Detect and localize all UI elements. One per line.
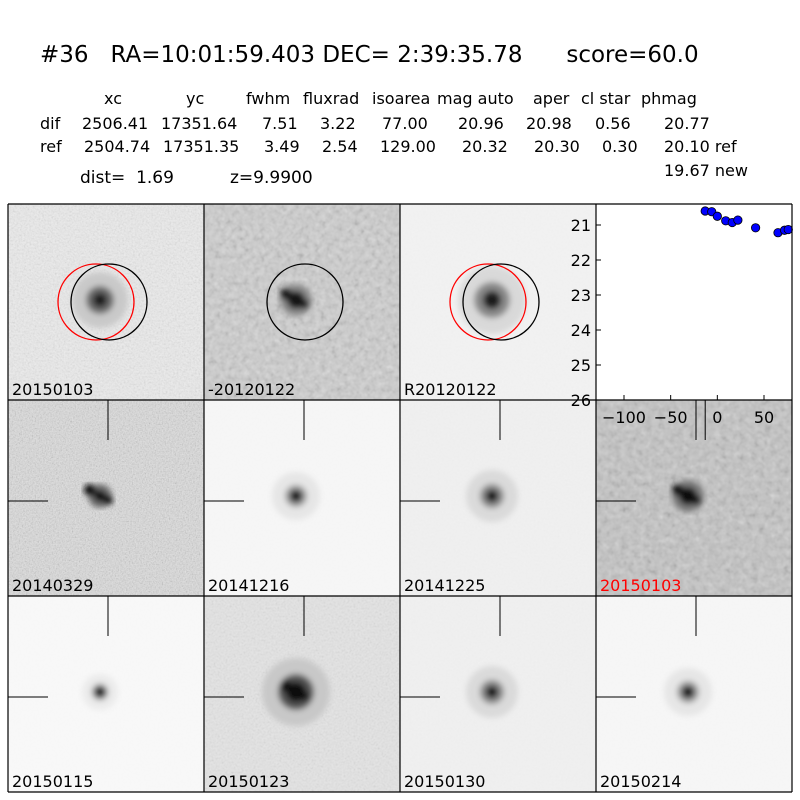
source-blob bbox=[84, 484, 113, 508]
column-header: aper bbox=[533, 89, 570, 108]
source-blob bbox=[72, 272, 128, 328]
source-blob bbox=[466, 470, 518, 522]
stamp-image bbox=[8, 596, 204, 792]
stamp-image bbox=[8, 204, 204, 400]
column-header: fwhm bbox=[246, 89, 291, 108]
z-value: z=9.9900 bbox=[230, 168, 313, 188]
table-cell: 17351.35 bbox=[163, 137, 240, 156]
image-stamp: 20150103 bbox=[8, 204, 204, 400]
row-label: dif bbox=[40, 114, 61, 133]
table-cell: 17351.64 bbox=[161, 114, 238, 133]
stamp-date-label: -20120122 bbox=[208, 380, 296, 399]
image-stamp: 20141216 bbox=[204, 400, 400, 596]
source-blob bbox=[262, 658, 330, 726]
stamp-date-label: 20141225 bbox=[404, 576, 486, 595]
y-tick-label: 22 bbox=[571, 251, 591, 270]
stamp-date-label: 20141216 bbox=[208, 576, 290, 595]
source-blob bbox=[272, 472, 320, 520]
stamp-image bbox=[596, 400, 792, 596]
row-label: ref bbox=[40, 137, 62, 156]
table-cell: 20.98 bbox=[526, 114, 572, 133]
stamp-date-label: 20150103 bbox=[12, 380, 94, 399]
table-cell: 20.30 bbox=[534, 137, 580, 156]
table-cell: 2504.74 bbox=[84, 137, 151, 156]
y-tick-label: 25 bbox=[571, 356, 591, 375]
stamp-date-label: R20120122 bbox=[404, 380, 497, 399]
stamp-image bbox=[204, 400, 400, 596]
stamp-date-label: 20150103 bbox=[600, 576, 682, 595]
image-stamp: 20150123 bbox=[204, 596, 400, 792]
detection-circle bbox=[266, 263, 344, 341]
table-cell: 7.51 bbox=[262, 114, 298, 133]
detection-circle bbox=[462, 263, 540, 341]
stamp-image bbox=[400, 204, 596, 400]
stamp-date-label: 20140329 bbox=[12, 576, 94, 595]
detection-circle bbox=[70, 263, 148, 341]
stamp-image bbox=[596, 596, 792, 792]
table-cell: 0.30 bbox=[602, 137, 638, 156]
source-blob bbox=[280, 284, 312, 316]
table-cell: 3.22 bbox=[320, 114, 356, 133]
candidate-title: #36 RA=10:01:59.403 DEC= 2:39:35.78 scor… bbox=[40, 42, 699, 68]
image-stamp: 20150214 bbox=[596, 596, 792, 792]
table-cell: 20.32 bbox=[462, 137, 508, 156]
column-header: cl star bbox=[581, 89, 631, 108]
source-blob bbox=[82, 674, 118, 710]
table-cell: 20.10 ref bbox=[664, 137, 737, 156]
stamp-image bbox=[400, 400, 596, 596]
dist-value: dist= 1.69 bbox=[80, 168, 174, 188]
x-tick-label: −100 bbox=[602, 408, 646, 427]
image-stamp: 20140329 bbox=[8, 400, 204, 596]
data-point bbox=[712, 211, 722, 221]
source-blob bbox=[664, 668, 712, 716]
column-header: phmag bbox=[641, 89, 697, 108]
y-tick-label: 21 bbox=[571, 216, 591, 235]
table-cell: 3.49 bbox=[264, 137, 300, 156]
x-tick-label: 0 bbox=[712, 408, 722, 427]
table-cell: 129.00 bbox=[380, 137, 436, 156]
stamp-date-label: 20150123 bbox=[208, 772, 290, 791]
stamp-image bbox=[8, 400, 204, 596]
column-header: fluxrad bbox=[303, 89, 360, 108]
stamp-date-label: 20150115 bbox=[12, 772, 94, 791]
table-cell: 2.54 bbox=[322, 137, 358, 156]
data-point bbox=[733, 215, 743, 225]
source-blob bbox=[672, 480, 704, 512]
column-header: mag auto bbox=[437, 89, 514, 108]
x-tick-label: −50 bbox=[654, 408, 688, 427]
column-header: isoarea bbox=[372, 89, 431, 108]
image-stamp: R20120122 bbox=[400, 204, 596, 400]
table-cell: 20.77 bbox=[664, 114, 710, 133]
y-tick-label: 23 bbox=[571, 286, 591, 305]
table-cell: 2506.41 bbox=[82, 114, 149, 133]
new-mag-value: 19.67 new bbox=[664, 161, 748, 180]
reference-circle bbox=[57, 263, 135, 341]
plot-area bbox=[596, 204, 792, 400]
image-stamp: 20141225 bbox=[400, 400, 596, 596]
y-tick-label: 24 bbox=[571, 321, 591, 340]
column-header: xc bbox=[104, 89, 122, 108]
source-blob bbox=[458, 266, 526, 334]
x-tick-label: 50 bbox=[754, 408, 774, 427]
stamp-date-label: 20150130 bbox=[404, 772, 486, 791]
data-point bbox=[750, 223, 761, 233]
stamp-image bbox=[400, 596, 596, 792]
image-stamp: -20120122 bbox=[204, 204, 400, 400]
source-blob bbox=[466, 666, 518, 718]
stamp-date-label: 20150214 bbox=[600, 772, 682, 791]
column-header: yc bbox=[186, 89, 205, 108]
stamp-image bbox=[204, 596, 400, 792]
reference-circle bbox=[449, 263, 527, 341]
image-stamp: 20150130 bbox=[400, 596, 596, 792]
stamp-image bbox=[204, 204, 400, 400]
image-stamp: 20150115 bbox=[8, 596, 204, 792]
table-cell: 77.00 bbox=[382, 114, 428, 133]
table-cell: 0.56 bbox=[595, 114, 631, 133]
image-stamp: 20150103 bbox=[596, 400, 792, 596]
table-cell: 20.96 bbox=[458, 114, 504, 133]
